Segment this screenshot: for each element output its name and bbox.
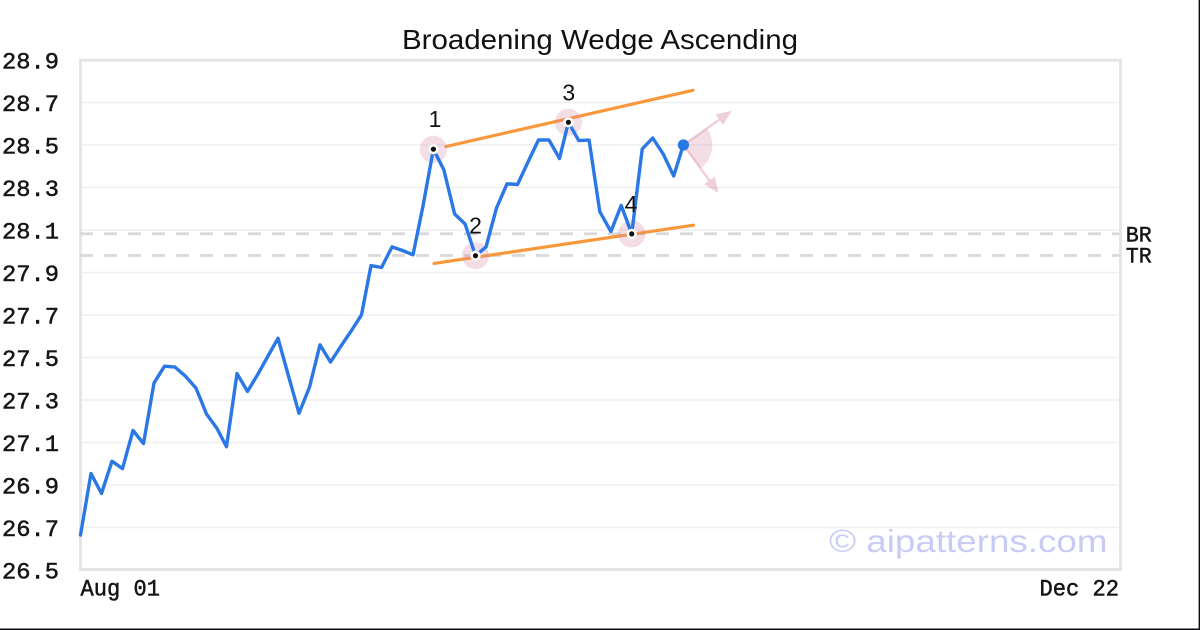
svg-text:26.7: 26.7 <box>2 517 59 544</box>
svg-text:27.1: 27.1 <box>2 432 59 459</box>
svg-text:27.9: 27.9 <box>2 262 59 289</box>
svg-text:27.7: 27.7 <box>2 305 59 332</box>
svg-text:28.5: 28.5 <box>2 135 59 162</box>
svg-text:1: 1 <box>429 106 442 132</box>
svg-text:28.1: 28.1 <box>2 220 59 247</box>
svg-text:© aipatterns.com: © aipatterns.com <box>829 523 1108 559</box>
svg-text:28.9: 28.9 <box>2 50 59 77</box>
svg-text:26.5: 26.5 <box>2 560 59 587</box>
svg-text:28.3: 28.3 <box>2 177 59 204</box>
svg-text:4: 4 <box>625 191 638 217</box>
svg-text:26.9: 26.9 <box>2 475 59 502</box>
svg-text:Dec 22: Dec 22 <box>1040 577 1120 603</box>
svg-text:28.7: 28.7 <box>2 92 59 119</box>
svg-text:BR: BR <box>1126 224 1152 249</box>
svg-text:27.3: 27.3 <box>2 390 59 417</box>
svg-text:Aug 01: Aug 01 <box>81 577 161 603</box>
svg-text:3: 3 <box>562 79 575 105</box>
svg-text:2: 2 <box>469 213 482 239</box>
svg-text:TR: TR <box>1126 244 1152 269</box>
svg-text:Broadening Wedge Ascending: Broadening Wedge Ascending <box>402 24 798 55</box>
svg-text:27.5: 27.5 <box>2 347 59 374</box>
